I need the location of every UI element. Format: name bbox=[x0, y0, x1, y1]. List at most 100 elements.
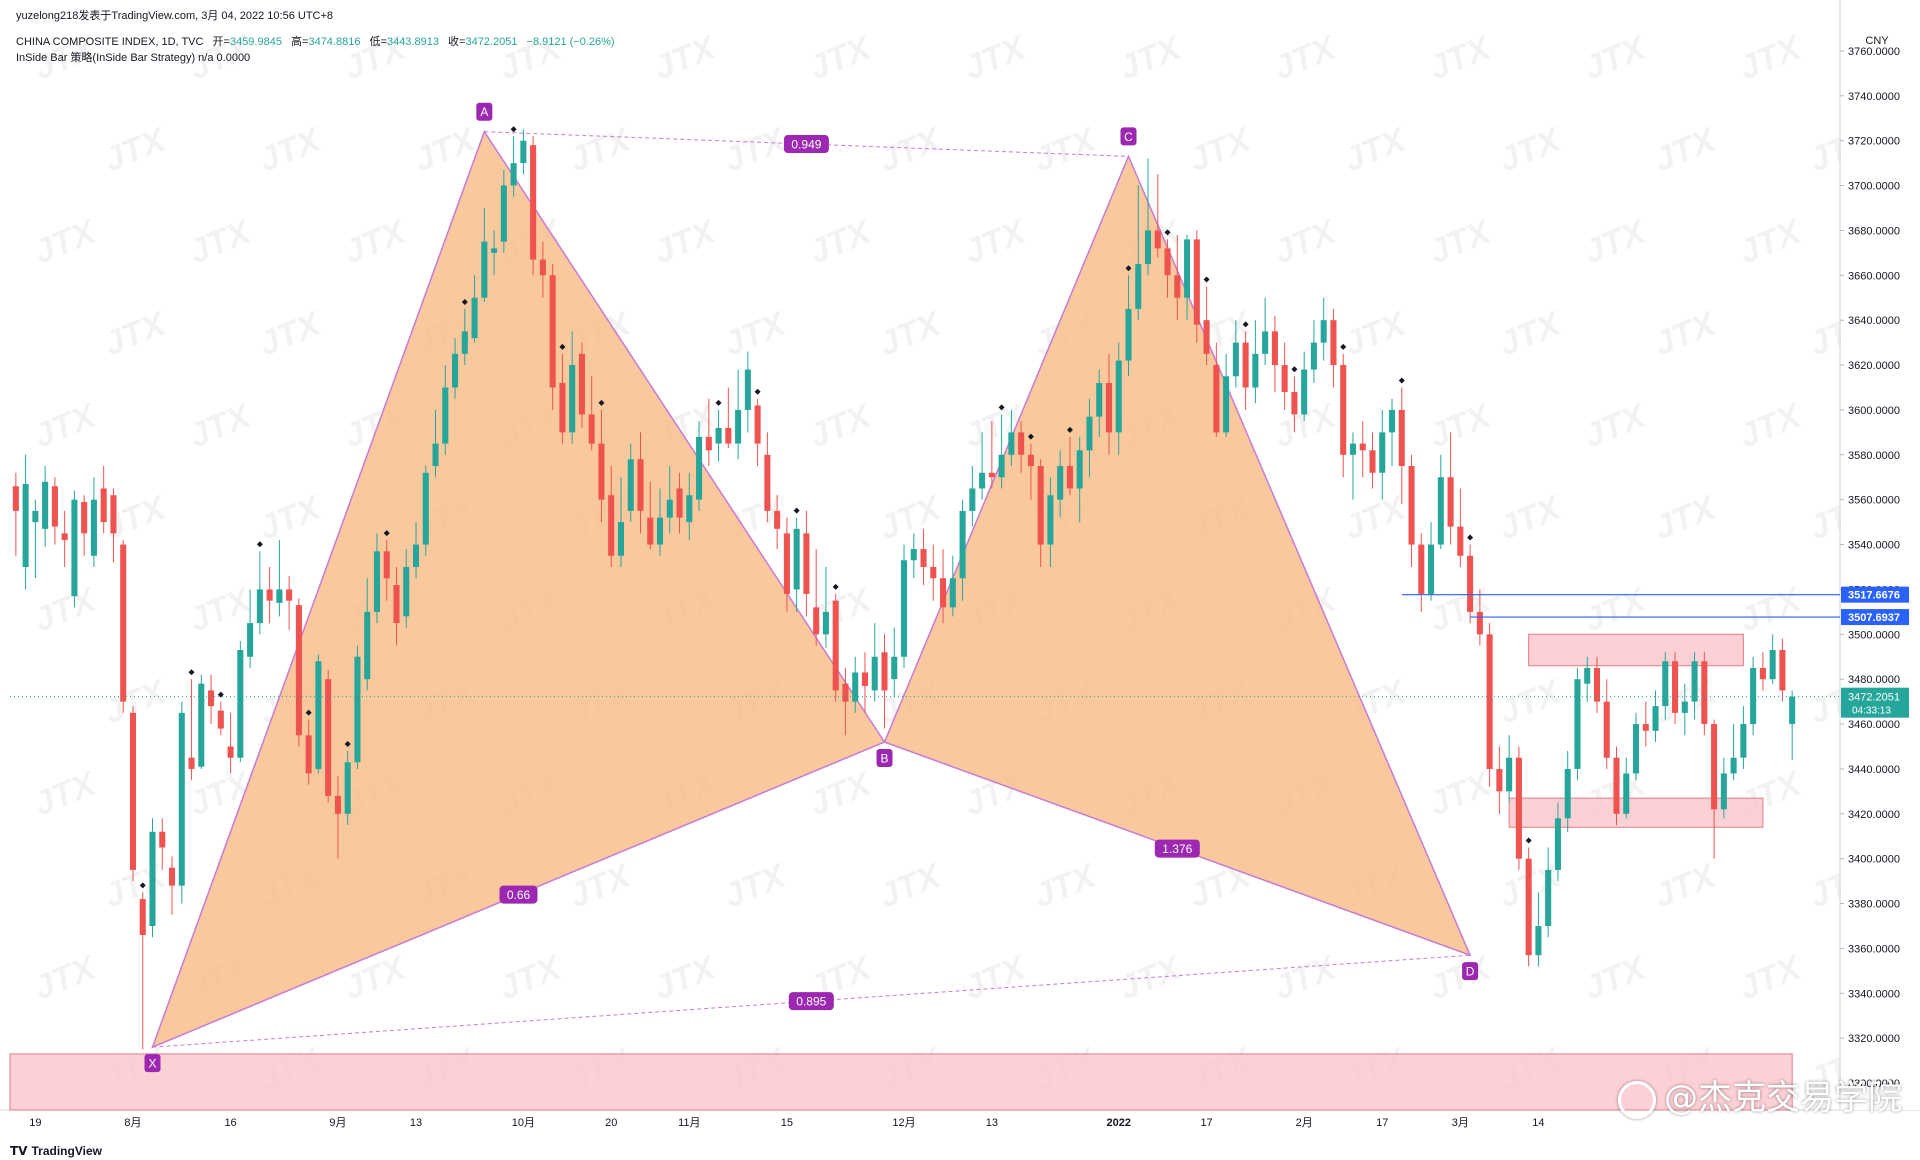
candle bbox=[881, 634, 888, 729]
candle-body bbox=[705, 436, 712, 451]
pattern-point-label: A bbox=[480, 105, 488, 119]
tile-watermark: JTX bbox=[1114, 28, 1188, 87]
harmonic-pattern[interactable] bbox=[151, 130, 1472, 1049]
currency-label[interactable]: CNY bbox=[1865, 35, 1889, 47]
hlines-layer[interactable] bbox=[10, 594, 1840, 698]
candle bbox=[608, 466, 615, 567]
candle bbox=[764, 432, 771, 523]
candle bbox=[500, 169, 507, 253]
candle bbox=[286, 575, 293, 630]
candle bbox=[1330, 308, 1337, 388]
time-axis[interactable]: 19 8月 16 9月 13 10月 20 11月 15 12月 13 2022 17 2月 17 3月 14 bbox=[29, 1117, 1544, 1129]
candle bbox=[1740, 706, 1747, 769]
candle bbox=[90, 477, 97, 567]
tradingview-logo[interactable]: 𝗧𝗩 TradingView bbox=[10, 1144, 102, 1158]
last-price-badge bbox=[1841, 687, 1909, 718]
time-tick-label: 9月 bbox=[329, 1117, 346, 1129]
candle-body bbox=[1632, 724, 1640, 774]
candle-body bbox=[247, 623, 254, 657]
candle-body bbox=[1593, 667, 1601, 702]
tile-watermark: JTX bbox=[564, 120, 638, 179]
candle bbox=[315, 654, 322, 774]
candle-body bbox=[969, 488, 976, 511]
candle bbox=[832, 593, 839, 702]
ratio-label: 0.895 bbox=[796, 995, 826, 1009]
price-tick-label: 3300.0000 bbox=[1848, 1078, 1900, 1090]
tile-watermark: JTX bbox=[804, 28, 878, 87]
candle bbox=[461, 308, 468, 366]
price-axis[interactable]: CNY 3300.0000 3320.0000 3340.0000 3360.0000 3… bbox=[1840, 0, 1920, 1110]
candle-body bbox=[666, 499, 673, 518]
candle bbox=[432, 409, 439, 478]
indicator-legend[interactable]: InSide Bar 策略(InSide Bar Strategy) n/a 0… bbox=[16, 52, 251, 64]
candle bbox=[1164, 239, 1171, 298]
candle bbox=[1018, 421, 1025, 473]
inside-bar-signal bbox=[305, 709, 312, 716]
candle-body bbox=[842, 683, 849, 702]
weibo-watermark-text: @杰克交易学院 bbox=[1664, 1078, 1902, 1118]
candle-body bbox=[237, 650, 244, 758]
candle bbox=[1437, 454, 1444, 550]
ratio-label: 0.66 bbox=[507, 888, 531, 902]
candle-body bbox=[1652, 706, 1659, 731]
candle bbox=[227, 712, 234, 774]
price-tick-label: 3480.0000 bbox=[1848, 674, 1900, 686]
candle-body bbox=[442, 387, 449, 444]
candle-body bbox=[1027, 454, 1034, 467]
candle bbox=[364, 578, 371, 691]
candle bbox=[871, 623, 878, 702]
ratio-badge bbox=[1154, 839, 1200, 858]
candle-body bbox=[168, 867, 176, 886]
candle-body bbox=[295, 605, 302, 736]
high-label: 高= bbox=[291, 36, 309, 48]
candle-body bbox=[1789, 696, 1796, 725]
tile-watermark: JTX bbox=[29, 212, 103, 271]
tile-watermark: JTX bbox=[1649, 856, 1723, 915]
candle-body bbox=[754, 405, 761, 444]
inside-bar-signal bbox=[1467, 534, 1474, 541]
candle bbox=[647, 481, 654, 550]
tile-watermark: JTX bbox=[874, 488, 948, 547]
candles-layer bbox=[12, 129, 1796, 1050]
candle bbox=[1174, 234, 1181, 321]
candle-body bbox=[510, 163, 517, 186]
candle bbox=[1301, 351, 1308, 422]
candle bbox=[1359, 421, 1366, 478]
candle bbox=[188, 679, 195, 781]
symbol-title[interactable]: CHINA COMPOSITE INDEX, 1D, TVC bbox=[16, 36, 204, 48]
candle bbox=[1564, 750, 1571, 832]
price-tick-label: 3460.0000 bbox=[1848, 719, 1900, 731]
candle-body bbox=[696, 436, 703, 500]
candle bbox=[979, 432, 986, 500]
tile-watermark: JTX bbox=[99, 488, 173, 547]
candle bbox=[1096, 369, 1103, 437]
tradingview-logo-icon: 𝗧𝗩 bbox=[10, 1144, 28, 1158]
inside-bar-signal bbox=[1525, 837, 1532, 844]
inside-bar-signal bbox=[1242, 321, 1249, 328]
price-tick-label: 3620.0000 bbox=[1848, 360, 1900, 372]
candle-body bbox=[22, 483, 29, 567]
candle-body bbox=[1662, 661, 1669, 707]
candle bbox=[12, 472, 19, 556]
candle-body bbox=[461, 331, 468, 354]
candle-body bbox=[627, 459, 634, 511]
candle bbox=[1672, 652, 1679, 725]
candle bbox=[1008, 409, 1015, 467]
candle-body bbox=[1271, 331, 1278, 366]
candle-body bbox=[1359, 443, 1366, 451]
candle-body bbox=[940, 578, 947, 608]
candle bbox=[1779, 638, 1786, 702]
candle-body bbox=[51, 486, 58, 527]
close-value: 3472.2051 bbox=[465, 36, 518, 48]
candle bbox=[1720, 757, 1727, 819]
candle-body bbox=[1330, 320, 1337, 366]
candle-body bbox=[1613, 757, 1620, 814]
candle bbox=[676, 472, 683, 534]
inside-bar-signal bbox=[510, 126, 517, 133]
candle-body bbox=[715, 427, 722, 444]
candle bbox=[940, 549, 947, 624]
candle-body bbox=[891, 656, 898, 680]
candle-body bbox=[1672, 661, 1679, 713]
